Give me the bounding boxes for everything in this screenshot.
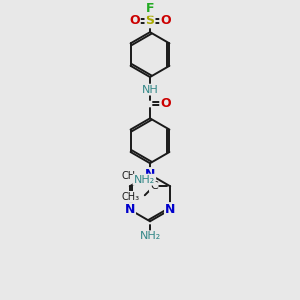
Text: NH: NH (142, 85, 158, 94)
Text: O: O (129, 14, 140, 27)
Text: CH₃: CH₃ (122, 171, 140, 181)
Text: C: C (150, 181, 158, 191)
Text: N: N (124, 203, 135, 216)
Text: O: O (160, 98, 171, 110)
Text: NH₂: NH₂ (134, 175, 155, 185)
Text: O: O (160, 14, 171, 27)
Text: N: N (165, 203, 175, 216)
Text: F: F (146, 2, 154, 15)
Text: CH₃: CH₃ (122, 192, 140, 202)
Text: NH₂: NH₂ (140, 231, 160, 241)
Text: N: N (145, 168, 155, 181)
Text: S: S (146, 14, 154, 27)
